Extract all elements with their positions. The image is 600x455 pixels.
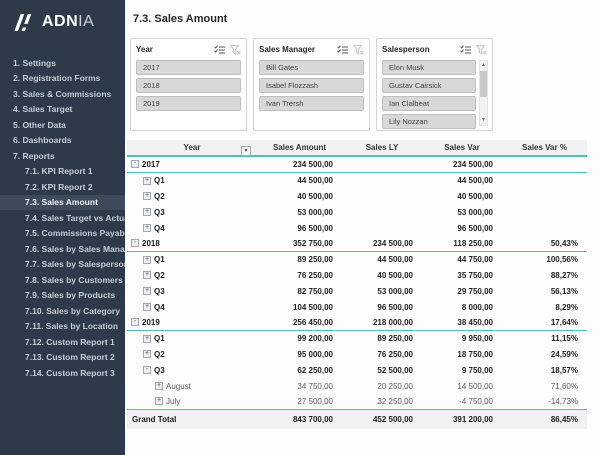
- sidebar-item-sales-target[interactable]: 4. Sales Target: [13, 104, 73, 114]
- clear-filter-icon[interactable]: [230, 44, 241, 55]
- clear-filter-icon[interactable]: [476, 44, 487, 55]
- slicer-item-ian-clalbeat[interactable]: Ian Clalbeat: [382, 96, 476, 111]
- column-header-sales-ly: Sales LY: [365, 143, 399, 152]
- expand-icon[interactable]: +: [143, 208, 151, 217]
- expand-icon[interactable]: +: [143, 176, 151, 185]
- collapse-icon[interactable]: -: [143, 366, 151, 375]
- expand-icon[interactable]: +: [143, 192, 151, 201]
- slicer-scrollbar[interactable]: ▲ ▼: [479, 60, 488, 126]
- multi-select-icon[interactable]: [460, 45, 471, 54]
- main-content: 7.3. Sales Amount Year 2017: [125, 0, 600, 455]
- expand-icon[interactable]: +: [155, 382, 163, 391]
- slicer-item-ivan-trersh[interactable]: Ivan Trersh: [259, 96, 364, 111]
- salesperson-slicer-title: Salesperson: [382, 45, 430, 54]
- sidebar-item-sales-by-customers[interactable]: 7.8. Sales by Customers: [25, 274, 123, 285]
- sales-manager-slicer: Sales Manager Bill Gates Isabel Flozzash…: [253, 38, 370, 131]
- table-row-2018-q2: + Q2 76 250,00 40 500,00 35 750,00 88,27%: [143, 270, 578, 280]
- expand-icon[interactable]: +: [143, 350, 151, 359]
- collapse-icon[interactable]: -: [131, 160, 139, 169]
- slicer-item-2019[interactable]: 2019: [136, 96, 241, 111]
- table-row-2019-q2: + Q2 95 000,00 76 250,00 18 750,00 24,59%: [143, 349, 578, 359]
- table-row-2017-q2: + Q2 40 500,00 40 500,00: [143, 191, 493, 201]
- sidebar-item-kpi-report-2[interactable]: 7.2. KPI Report 2: [25, 181, 93, 192]
- sidebar-item-custom-report-1[interactable]: 7.12. Custom Report 1: [25, 336, 115, 347]
- sidebar-item-sales-by-products[interactable]: 7.9. Sales by Products: [25, 290, 116, 300]
- sidebar: ADNIA 1. Settings 2. Registration Forms …: [0, 0, 138, 455]
- adnia-logo-icon: [13, 13, 37, 31]
- sidebar-item-other-data[interactable]: 5. Other Data: [13, 119, 66, 130]
- slicer-item-lily-nozzan[interactable]: Lily Nozzan: [382, 114, 476, 129]
- scrollbar-thumb[interactable]: [480, 71, 487, 97]
- table-row-2018: -2018 352 750,00 234 500,00 118 250,00 5…: [127, 236, 587, 252]
- table-header-row: Year ▼ Sales Amount Sales LY Sales Var S…: [127, 140, 587, 157]
- column-header-sales-amount: Sales Amount: [272, 143, 327, 152]
- expand-icon[interactable]: +: [155, 397, 163, 406]
- salesperson-slicer: Salesperson Elon Musk Gustav Cairsick Ia…: [376, 38, 493, 131]
- sidebar-item-custom-report-2[interactable]: 7.13. Custom Report 2: [25, 352, 115, 362]
- expand-icon[interactable]: +: [143, 334, 151, 343]
- sales-manager-slicer-title: Sales Manager: [259, 45, 316, 54]
- multi-select-icon[interactable]: [337, 45, 348, 54]
- column-header-sales-var: Sales Var: [444, 143, 480, 152]
- sidebar-item-sales-target-vs-actual[interactable]: 7.4. Sales Target vs Actual: [25, 212, 132, 223]
- slicer-item-2018[interactable]: 2018: [136, 78, 241, 93]
- sidebar-item-custom-report-3[interactable]: 7.14. Custom Report 3: [25, 367, 115, 378]
- table-row-2019-q3-august: + August 34 750,00 20 250,00 14 500,00 71…: [155, 381, 578, 391]
- table-row-2018-q1: + Q1 89 250,00 44 500,00 44 750,00 100,56…: [143, 255, 578, 265]
- grand-total-row: Grand Total 843 700,00 452 500,00 391 20…: [127, 409, 587, 429]
- table-row-2019-q3-july: + July 27 500,00 32 250,00 -4 750,00 -14,…: [127, 394, 587, 410]
- sidebar-item-commissions-payable[interactable]: 7.5. Commissions Payable: [25, 228, 132, 238]
- sidebar-item-sales-commissions[interactable]: 3. Sales & Commissions: [13, 88, 112, 99]
- year-filter-dropdown[interactable]: ▼: [241, 146, 251, 156]
- expand-icon[interactable]: +: [143, 287, 151, 296]
- expand-icon[interactable]: +: [143, 224, 151, 233]
- slicer-item-elon-musk[interactable]: Elon Musk: [382, 60, 476, 75]
- slicer-item-2017[interactable]: 2017: [136, 60, 241, 75]
- sidebar-item-sales-by-location[interactable]: 7.11. Sales by Location: [25, 321, 119, 331]
- sidebar-item-settings[interactable]: 1. Settings: [13, 57, 56, 68]
- clear-filter-icon[interactable]: [353, 44, 364, 55]
- scroll-up-icon[interactable]: ▲: [481, 62, 486, 68]
- table-row-2019-q3: - Q3 62 250,00 52 500,00 9 750,00 18,57%: [127, 362, 587, 378]
- sidebar-item-registration-forms[interactable]: 2. Registration Forms: [13, 73, 101, 83]
- column-header-year: Year ▼: [127, 143, 257, 156]
- collapse-icon[interactable]: -: [131, 239, 139, 248]
- collapse-icon[interactable]: -: [131, 318, 139, 327]
- table-row-2017-q3: + Q3 53 000,00 53 000,00: [143, 207, 493, 217]
- table-row-2019: -2019 256 450,00 218 000,00 38 450,00 17…: [127, 315, 587, 331]
- expand-icon[interactable]: +: [143, 303, 151, 312]
- page-title: 7.3. Sales Amount: [133, 13, 228, 25]
- slicer-item-gustav-cairsick[interactable]: Gustav Cairsick: [382, 78, 476, 93]
- scroll-down-icon[interactable]: ▼: [481, 117, 486, 123]
- expand-icon[interactable]: +: [143, 271, 151, 280]
- year-slicer: Year 2017 2018 2019: [130, 38, 247, 131]
- table-row-2018-q4: + Q4 104 500,00 96 500,00 8 000,00 8,29%: [143, 302, 578, 312]
- sidebar-item-kpi-report-1[interactable]: 7.1. KPI Report 1: [25, 166, 93, 176]
- slicer-item-isabel-flozzash[interactable]: Isabel Flozzash: [259, 78, 364, 93]
- sidebar-nav: 1. Settings 2. Registration Forms 3. Sal…: [0, 55, 138, 381]
- table-row-2017-q1: + Q1 44 500,00 44 500,00: [143, 176, 493, 186]
- pivot-table: Year ▼ Sales Amount Sales LY Sales Var S…: [127, 140, 587, 429]
- year-slicer-title: Year: [136, 45, 153, 54]
- column-header-sales-var-pct: Sales Var %: [522, 143, 567, 152]
- sidebar-item-sales-by-category[interactable]: 7.10. Sales by Category: [25, 305, 120, 316]
- brand-text: ADNIA: [42, 13, 95, 30]
- sidebar-item-reports[interactable]: 7. Reports: [13, 150, 55, 161]
- sidebar-item-sales-amount[interactable]: 7.3. Sales Amount: [0, 194, 125, 210]
- brand-logo: ADNIA: [0, 0, 125, 31]
- table-row-2018-q3: + Q3 82 750,00 53 000,00 29 750,00 56,13%: [143, 286, 578, 296]
- sidebar-item-sales-by-salesperson[interactable]: 7.7. Sales by Salesperson: [25, 259, 129, 269]
- table-row-2019-q1: + Q1 99 200,00 89 250,00 9 950,00 11,15%: [143, 334, 578, 344]
- table-row-2017: -2017 234 500,00 234 500,00: [127, 157, 587, 173]
- sidebar-item-sales-by-sales-manager[interactable]: 7.6. Sales by Sales Manager: [25, 243, 138, 254]
- expand-icon[interactable]: +: [143, 255, 151, 264]
- multi-select-icon[interactable]: [214, 45, 225, 54]
- table-row-2017-q4: + Q4 96 500,00 96 500,00: [143, 223, 493, 233]
- sidebar-item-dashboards[interactable]: 6. Dashboards: [13, 135, 72, 145]
- slicer-item-bill-gates[interactable]: Bill Gates: [259, 60, 364, 75]
- slicer-panel: Year 2017 2018 2019: [130, 38, 493, 131]
